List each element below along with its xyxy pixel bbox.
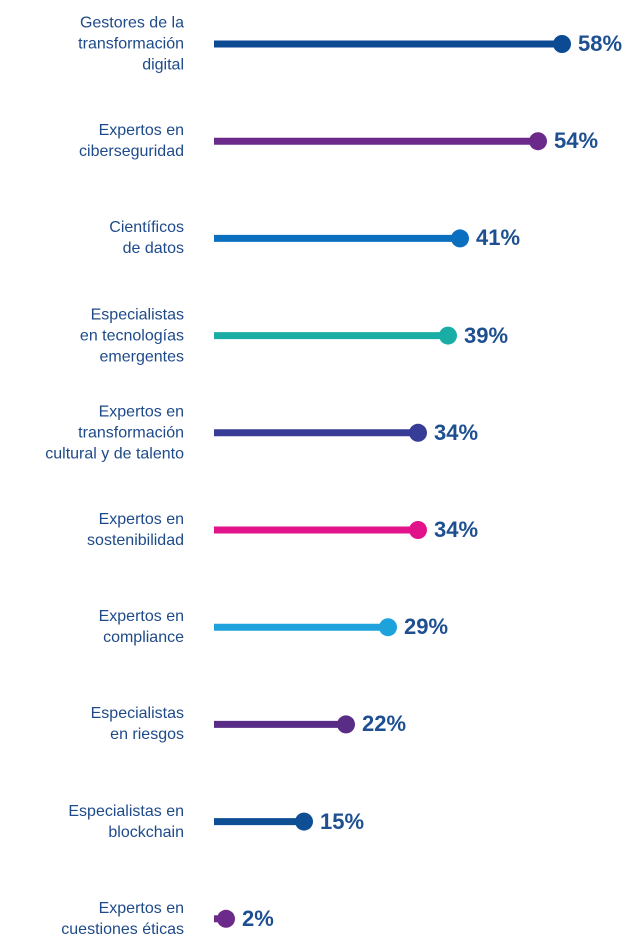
value-label: 54% (554, 128, 599, 154)
dot (451, 229, 469, 248)
category-label: Científicos de datos (109, 219, 184, 258)
category-label: Gestores de la transformación digital (78, 14, 184, 74)
category-label: Especialistas en riesgos (90, 705, 184, 744)
dot (379, 618, 397, 637)
category-label: Especialistas en tecnologías emergentes (79, 306, 184, 366)
category-label: Expertos en sostenibilidad (87, 511, 184, 549)
value-label: 29% (404, 614, 449, 640)
value-label: 39% (464, 322, 509, 348)
value-label: 34% (434, 517, 479, 542)
value-label: 58% (578, 31, 623, 56)
value-label: 34% (434, 419, 479, 445)
value-label: 41% (476, 225, 521, 251)
dot (409, 423, 427, 442)
value-label: 22% (362, 711, 407, 737)
dot (295, 812, 313, 831)
dot (217, 909, 235, 928)
category-label: Expertos en compliance (98, 608, 184, 647)
dot (529, 132, 547, 151)
category-label: Expertos en transformación cultural y de… (45, 403, 184, 463)
dot (337, 715, 355, 734)
value-label: 15% (320, 808, 365, 834)
dot (553, 35, 571, 53)
category-label: Especialistas en blockchain (68, 802, 184, 841)
category-label: Expertos en ciberseguridad (79, 122, 184, 161)
category-label: Expertos en cuestiones éticas (61, 899, 184, 938)
value-label: 2% (242, 905, 274, 931)
dot (409, 521, 427, 539)
dot (439, 326, 457, 345)
